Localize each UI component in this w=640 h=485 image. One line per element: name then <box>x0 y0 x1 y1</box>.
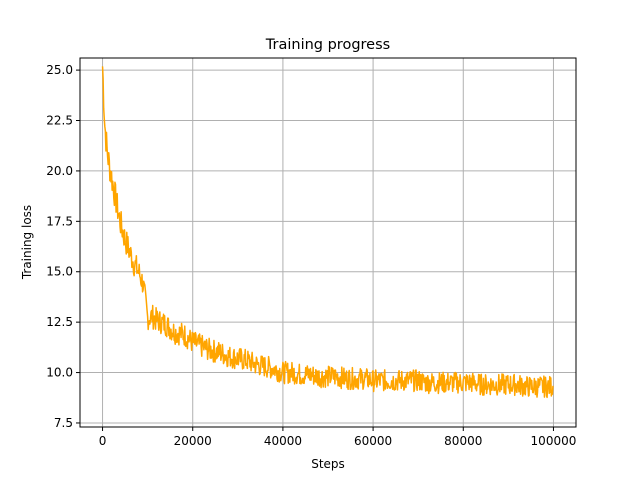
chart-title: Training progress <box>265 37 390 53</box>
plot-frame <box>79 57 577 428</box>
y-tick-label: 22.5 <box>46 114 73 128</box>
x-tick-label: 20000 <box>174 434 212 448</box>
x-axis-ticks: 0 20000 40000 60000 80000 100000 <box>99 427 577 448</box>
y-tick-label: 10.0 <box>46 366 73 380</box>
y-tick-label: 17.5 <box>46 214 73 228</box>
x-tick-label: 0 <box>99 434 107 448</box>
x-axis-label: Steps <box>311 457 345 471</box>
x-tick-label: 80000 <box>444 434 482 448</box>
training-loss-series <box>101 66 554 399</box>
y-tick-label: 7.5 <box>54 416 73 430</box>
y-tick-label: 20.0 <box>46 164 73 178</box>
grid-lines <box>80 58 576 427</box>
y-tick-label: 15.0 <box>46 265 73 279</box>
x-tick-label: 100000 <box>531 434 577 448</box>
x-tick-label: 40000 <box>264 434 302 448</box>
x-tick-label: 60000 <box>354 434 392 448</box>
y-tick-label: 25.0 <box>46 63 73 77</box>
y-axis-ticks: 7.5 10.0 12.5 15.0 17.5 20.0 22.5 25.0 <box>46 63 80 430</box>
series-layer <box>101 66 554 399</box>
y-axis-label: Training loss <box>20 205 34 280</box>
y-tick-label: 12.5 <box>46 315 73 329</box>
plot-background <box>80 58 576 427</box>
